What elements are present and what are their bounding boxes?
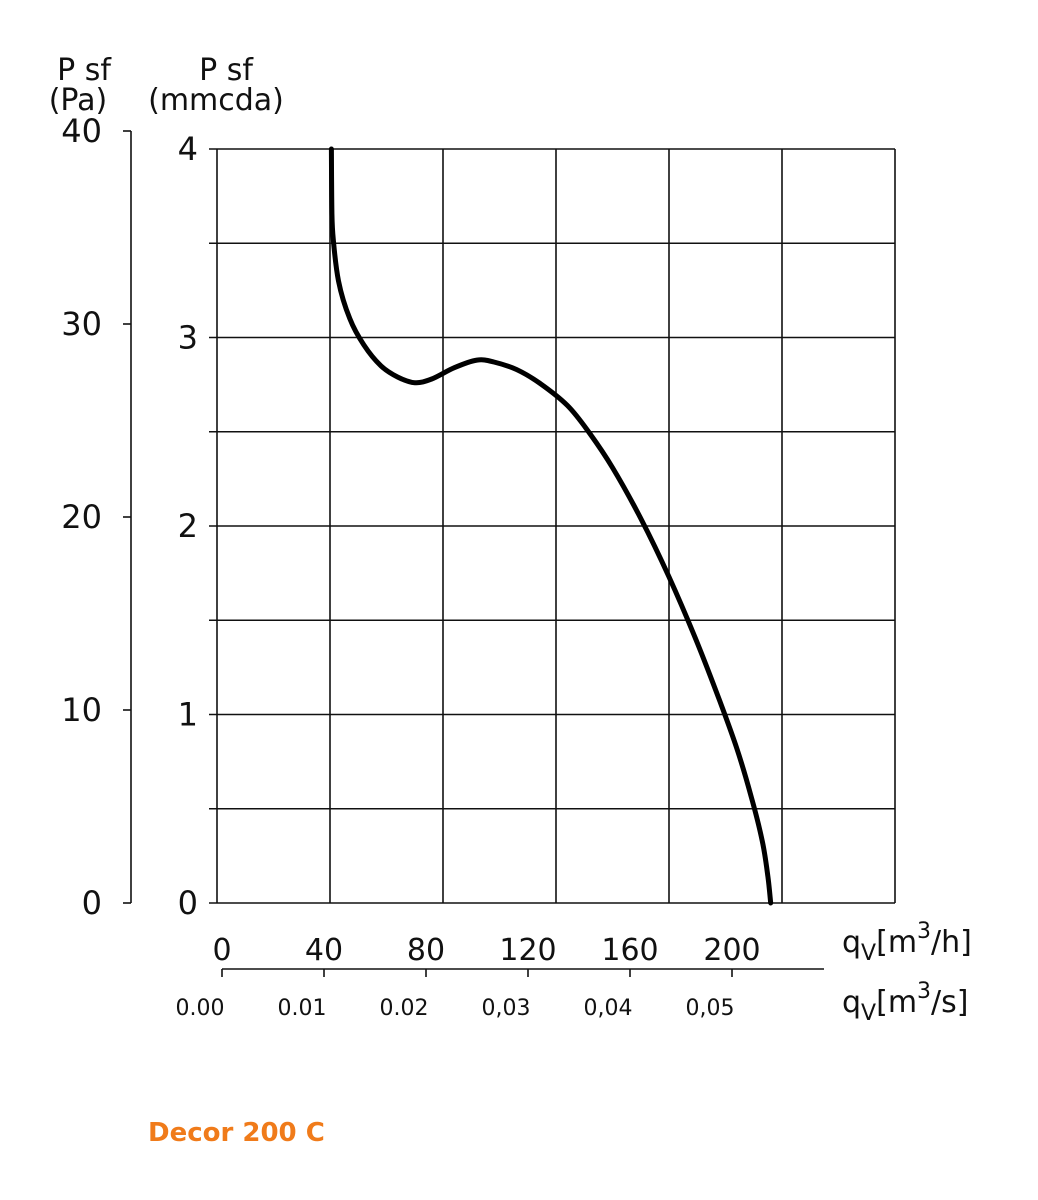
y-left-tick-label: 10 — [61, 691, 102, 729]
x-h-tick-label: 120 — [499, 933, 556, 968]
x-s-tick-label: 0.00 — [176, 996, 225, 1021]
y-right-tick-label: 3 — [178, 319, 198, 357]
x-h-tick-label: 0 — [212, 933, 231, 968]
y-left-tick-label: 0 — [82, 884, 102, 922]
y-left-tick-label: 20 — [61, 498, 102, 536]
x-h-tick-label: 80 — [407, 933, 445, 968]
chart-caption: Decor 200 C — [148, 1118, 325, 1148]
x-s-tick-label: 0,03 — [482, 996, 531, 1021]
grid — [209, 148, 896, 904]
x-h-tick-label: 200 — [703, 933, 760, 968]
y-left-label-line1: P sf — [57, 53, 112, 88]
y-right-tick-label: 4 — [178, 130, 198, 168]
y-right-tick-label: 1 — [178, 696, 198, 734]
y-left-tick-label: 40 — [61, 112, 102, 150]
x-h-tick-label: 40 — [305, 933, 343, 968]
left-axis: 0 10 20 30 40 — [61, 112, 132, 922]
x-s-tick-label: 0.02 — [380, 996, 429, 1021]
x-h-tick-label: 160 — [601, 933, 658, 968]
y-right-tick-label: 2 — [178, 507, 198, 545]
x-axis-m3h: 0 40 80 120 160 200 — [212, 933, 760, 968]
x-s-tick-label: 0,04 — [584, 996, 633, 1021]
y-left-tick-label: 30 — [61, 305, 102, 343]
x-s-tick-label: 0,05 — [686, 996, 735, 1021]
fan-curve-line — [328, 146, 774, 906]
y-right-label-line1: P sf — [199, 53, 254, 88]
y-right-label-line2: (mmcda) — [148, 83, 284, 118]
x-s-tick-label: 0.01 — [278, 996, 327, 1021]
x-axis-m3s: 0.00 0.01 0.02 0,03 0,04 0,05 — [176, 968, 824, 1021]
x-s-axis-label: qV[m3/s] — [842, 979, 969, 1026]
right-axis: 0 1 2 3 4 — [178, 130, 198, 922]
x-h-axis-label: qV[m3/h] — [842, 919, 972, 966]
y-right-tick-label: 0 — [178, 884, 198, 922]
y-left-label-line2: (Pa) — [49, 83, 108, 118]
